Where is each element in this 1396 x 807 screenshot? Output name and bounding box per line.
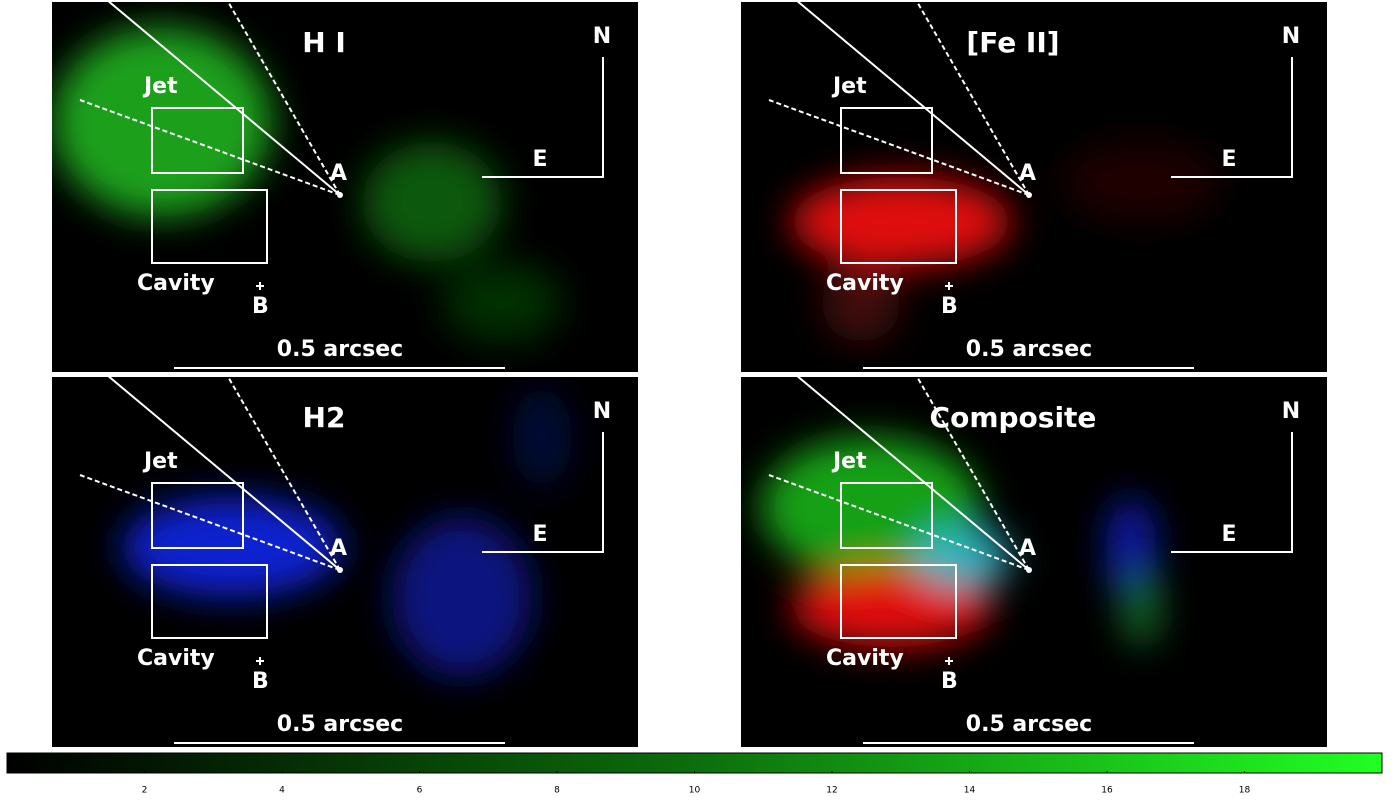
emission [52, 27, 562, 342]
colorbar-tick-label: 12 [826, 786, 837, 796]
cone-edge [916, 2, 1030, 196]
cavity-box [840, 189, 957, 264]
jet-box [840, 107, 933, 174]
emission-blob [1121, 567, 1161, 647]
scale-label: 0.5 arcsec [966, 712, 1092, 737]
cavity-label: Cavity [826, 646, 904, 671]
star-a [1026, 567, 1032, 573]
compass [1171, 57, 1293, 178]
n-label: N [1282, 24, 1300, 49]
emission-blob [362, 142, 502, 262]
n-label: N [593, 24, 611, 49]
colorbar-tick-label: 18 [1239, 786, 1251, 796]
jet-box [840, 482, 933, 549]
jet-box [151, 482, 244, 549]
compass [1171, 432, 1293, 553]
overlay [79, 377, 604, 744]
jet-label: Jet [142, 74, 178, 99]
cavity-box [151, 189, 268, 264]
jet-axis [107, 2, 341, 196]
overlay [79, 2, 604, 369]
title-label: H2 [303, 401, 346, 434]
a-label: A [1019, 536, 1036, 561]
panel: Composite Jet Cavity A B N E 0.5 arcsec [741, 377, 1327, 747]
jet-label: Jet [831, 449, 867, 474]
cavity-label: Cavity [137, 646, 215, 671]
b-label: B [252, 294, 269, 319]
a-label: A [1019, 161, 1036, 186]
star-marker [945, 282, 953, 290]
b-label: B [941, 669, 958, 694]
e-label: E [532, 147, 547, 172]
jet-axis [796, 377, 1030, 571]
title-label: [Fe II] [966, 26, 1059, 59]
jet-axis [796, 2, 1030, 196]
colorbar-tick-label: 2 [142, 786, 148, 796]
b-label: B [252, 669, 269, 694]
jet-label: Jet [831, 74, 867, 99]
panel: H I Jet Cavity A B N E 0.5 arcsec [52, 2, 638, 372]
star-marker [945, 657, 953, 665]
scale-label: 0.5 arcsec [966, 337, 1092, 362]
colorbar-tick-label: 14 [964, 786, 976, 796]
star-a [1026, 192, 1032, 198]
e-label: E [532, 522, 547, 547]
cavity-box [151, 564, 268, 639]
star-a [337, 192, 343, 198]
cone-edge [916, 377, 1030, 571]
colorbar-tick-label: 8 [554, 786, 560, 796]
panel: [Fe II] Jet Cavity A B N E 0.5 arcsec [741, 2, 1327, 372]
star-marker [256, 657, 264, 665]
cone-edge [227, 377, 341, 571]
title-label: H I [302, 26, 346, 59]
star-marker [256, 282, 264, 290]
emission-blob [512, 387, 572, 487]
cavity-label: Cavity [826, 271, 904, 296]
colorbar-tick-label: 16 [1101, 786, 1113, 796]
emission [761, 437, 1161, 647]
compass [482, 57, 604, 178]
scale-label: 0.5 arcsec [277, 337, 403, 362]
jet-label: Jet [142, 449, 178, 474]
title-label: Composite [930, 401, 1097, 434]
overlay [768, 377, 1293, 744]
colorbar [6, 752, 1383, 774]
emission-blob [392, 517, 532, 677]
colorbar-tick-label: 4 [279, 786, 285, 796]
emission-blob [911, 527, 1011, 587]
cone-edge [79, 99, 341, 196]
a-label: A [330, 536, 347, 561]
cavity-label: Cavity [137, 271, 215, 296]
emission-blob [52, 27, 272, 217]
compass [482, 432, 604, 553]
star-a [337, 567, 343, 573]
emission-blob [1061, 142, 1221, 222]
emission-blob [821, 262, 901, 342]
n-label: N [593, 399, 611, 424]
cavity-box [840, 564, 957, 639]
scale-label: 0.5 arcsec [277, 712, 403, 737]
emission-blob [442, 262, 562, 342]
b-label: B [941, 294, 958, 319]
colorbar-tick-label: 6 [417, 786, 423, 796]
colorbar-tick-label: 10 [689, 786, 701, 796]
cone-edge [768, 474, 1030, 571]
e-label: E [1221, 147, 1236, 172]
jet-axis [107, 377, 341, 571]
a-label: A [330, 161, 347, 186]
cone-edge [79, 474, 341, 571]
cone-edge [768, 99, 1030, 196]
cone-edge [227, 2, 341, 196]
overlay [768, 2, 1293, 369]
e-label: E [1221, 522, 1236, 547]
panel: H2 Jet Cavity A B N E 0.5 arcsec [52, 377, 638, 747]
jet-box [151, 107, 244, 174]
n-label: N [1282, 399, 1300, 424]
